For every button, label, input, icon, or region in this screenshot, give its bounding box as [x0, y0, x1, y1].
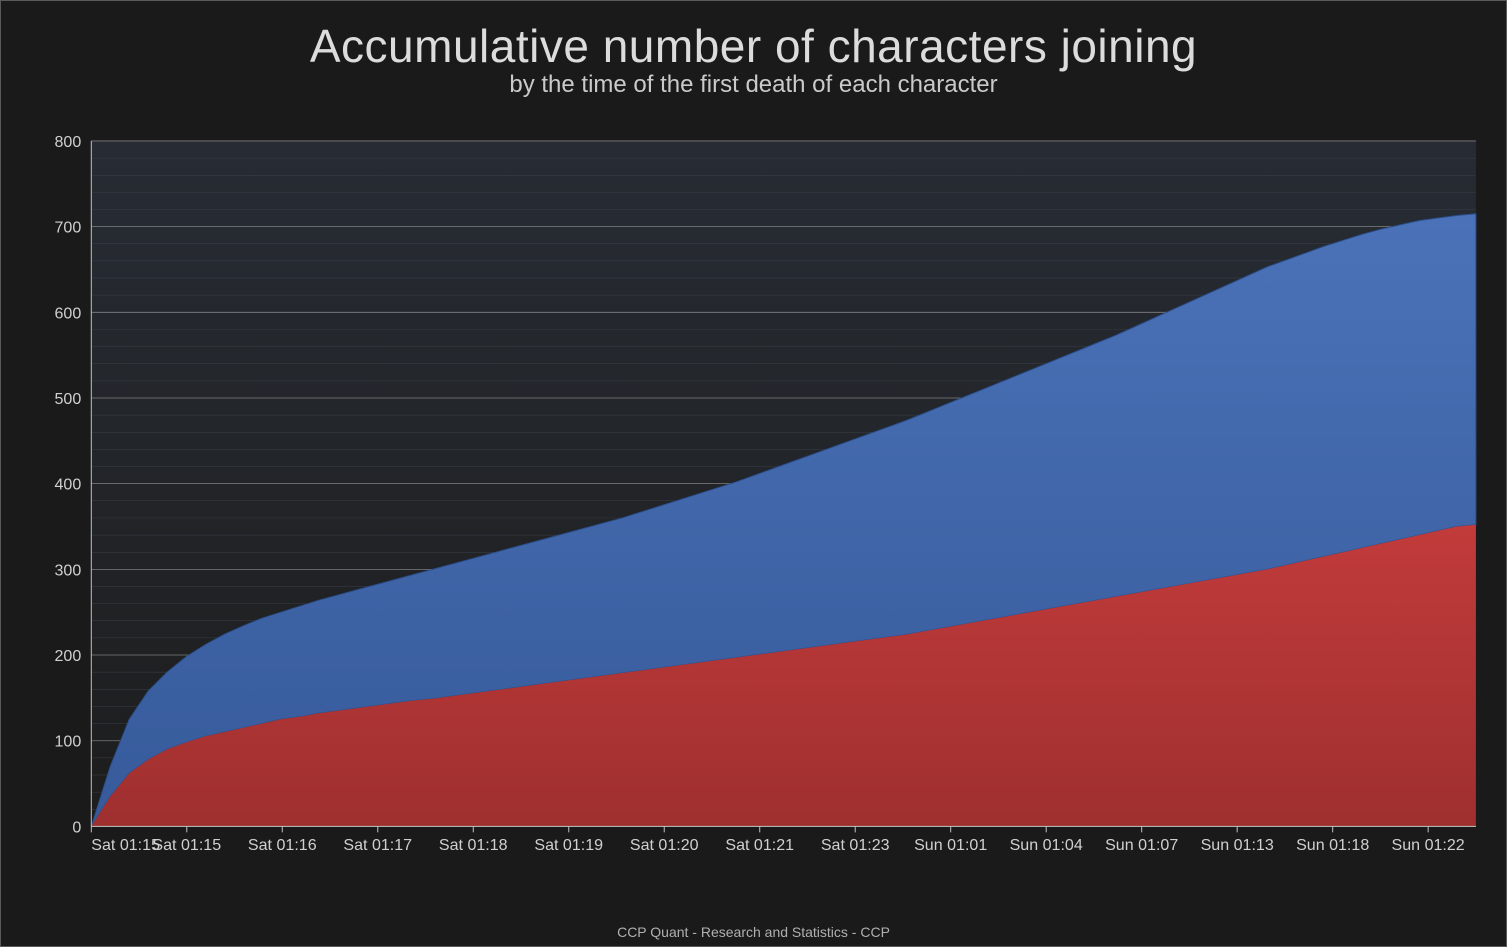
svg-text:500: 500: [54, 391, 81, 408]
svg-text:Sat 01:17: Sat 01:17: [343, 837, 412, 854]
chart-container: Accumulative number of characters joinin…: [0, 0, 1507, 947]
svg-text:Sat 01:15: Sat 01:15: [152, 837, 221, 854]
svg-text:400: 400: [54, 477, 81, 494]
svg-text:700: 700: [54, 220, 81, 237]
chart-subtitle: by the time of the first death of each c…: [1, 71, 1506, 99]
svg-text:200: 200: [54, 648, 81, 665]
svg-text:Sun 01:22: Sun 01:22: [1392, 837, 1465, 854]
svg-text:Sat 01:21: Sat 01:21: [725, 837, 794, 854]
svg-text:800: 800: [54, 134, 81, 151]
svg-text:Sat 01:23: Sat 01:23: [821, 837, 890, 854]
svg-text:Sun 01:07: Sun 01:07: [1105, 837, 1178, 854]
svg-text:0: 0: [72, 819, 81, 836]
svg-text:100: 100: [54, 734, 81, 751]
svg-text:Sat 01:19: Sat 01:19: [534, 837, 603, 854]
svg-text:Sun 01:04: Sun 01:04: [1010, 837, 1083, 854]
chart-title: Accumulative number of characters joinin…: [1, 19, 1506, 73]
svg-text:Sat 01:16: Sat 01:16: [248, 837, 317, 854]
chart-footer: CCP Quant - Research and Statistics - CC…: [1, 924, 1506, 940]
svg-text:600: 600: [54, 305, 81, 322]
svg-text:Sat 01:18: Sat 01:18: [439, 837, 508, 854]
svg-text:300: 300: [54, 562, 81, 579]
title-block: Accumulative number of characters joinin…: [1, 1, 1506, 99]
svg-text:Sat 01:15: Sat 01:15: [91, 837, 160, 854]
svg-text:Sat 01:20: Sat 01:20: [630, 837, 699, 854]
svg-text:Sun 01:01: Sun 01:01: [914, 837, 987, 854]
svg-text:Sun 01:13: Sun 01:13: [1201, 837, 1274, 854]
svg-text:Sun 01:18: Sun 01:18: [1296, 837, 1369, 854]
chart-plot-area: 0100200300400500600700800Sat 01:15Sat 01…: [1, 131, 1506, 886]
